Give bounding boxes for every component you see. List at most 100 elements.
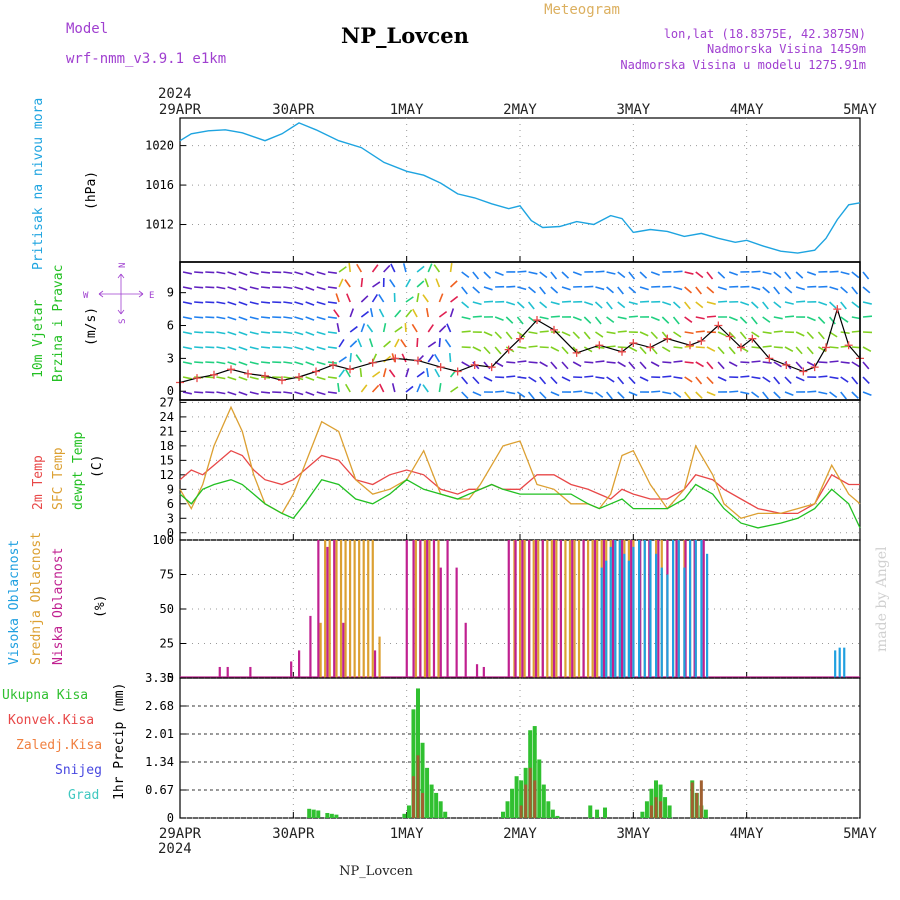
wind-arrow [294,331,304,336]
wind-arrow [450,386,459,393]
high-cloud-bar [683,567,686,678]
wind-arrow [472,376,480,385]
low-cloud-bar [702,540,705,678]
wind-arrow [388,369,396,378]
wind-gust-marker [686,341,694,350]
wind-arrow [402,263,407,273]
wind-arrow [260,391,271,394]
wind-arrow [517,346,527,349]
y-tick-label: 3 [167,351,174,365]
sfc-ylabel: SFC Temp [51,447,66,510]
wind-arrow [561,271,570,279]
conv-precip-bar [695,792,699,818]
wind-arrow [594,301,603,309]
wind-arrow [628,271,636,280]
top-date-label: 3MAY [616,102,650,118]
wind-arrow [327,376,337,380]
wind-arrow [372,281,381,288]
wind-arrow [672,301,681,309]
wind-arrow [260,271,271,274]
wind-arrow [639,376,649,382]
wind-arrow [422,384,429,393]
conv-precip-bar [421,792,425,818]
top-date-label: 2MAY [503,102,537,118]
wind-arrow [405,278,412,288]
conv-precip-bar [528,767,532,818]
wind-arrow [472,391,482,397]
wind-arrow [371,384,380,393]
wind-arrow [740,391,750,395]
high-cloud-bar [600,567,603,678]
wind-arrow [650,271,660,276]
wind-arrow [773,346,783,349]
wind-arrow [472,301,482,306]
wind-arrow [661,346,671,353]
dew-ylabel: dewpt Temp [71,432,86,510]
wind-gust-marker [329,360,337,369]
wind-arrow [182,271,192,275]
station-title: NP_Lovcen [341,23,469,48]
pressure-line [179,122,861,254]
conv-precip-bar [654,797,658,818]
y-tick-label: 24 [160,410,174,424]
conv-precip-bar [699,780,703,818]
wind-arrow [639,346,647,355]
total-precip-bar [649,788,654,818]
wind-arrow [594,391,604,398]
total-precip-bar [307,808,312,818]
wind-arrow [740,301,750,306]
wind-arrow [639,331,649,337]
wind-arrow [305,271,315,276]
low-cloud-bar [455,567,458,678]
wind-arrow [584,375,594,378]
low-cloud-bar [317,540,320,678]
wind-arrow [584,361,594,364]
wind-arrow [194,316,204,319]
wind-arrow [412,308,418,318]
wind-arrow [695,361,704,368]
wind-arrow [595,360,605,363]
high-cloud-bar [623,553,626,678]
wind-arrow [516,391,526,398]
wind-arrow [751,346,761,349]
wind-arrow [617,346,627,349]
wind-arrow [550,271,558,280]
wind-arrow [391,353,396,363]
total-precip-bar [505,801,510,818]
wind-arrow [651,390,661,393]
panel-frame [179,399,861,541]
wind-arrow [639,271,648,279]
wind-arrow [238,346,248,351]
wind-arrow [584,391,594,395]
wind-arrow [227,376,237,381]
wind-arrow [345,383,351,393]
wind-arrow [840,271,850,275]
low-cloud-bar [582,540,585,678]
wind-arrow [517,360,527,363]
wind-arrow [205,376,215,379]
mid-cloud-bar [423,540,426,678]
compass-rose: W E N S [83,263,154,324]
total-precip-bar [334,814,339,818]
top-date-label: 29APR [159,102,202,118]
wind-arrow [505,316,514,324]
low-cloud-bar [541,540,544,678]
wind-arrow [205,361,215,364]
wind-arrow [605,391,613,400]
wind-arrow [394,309,402,318]
wind-arrow [639,361,647,370]
wind-arrow [717,271,726,279]
wind-arrow [205,331,215,334]
wind-arrow [729,390,739,393]
wind-arrow [795,376,805,382]
wind-arrow [606,271,616,275]
mid-cloud-bar [577,540,581,678]
wind-arrow [539,301,548,309]
wind-arrow [661,316,670,324]
wind-arrow [416,280,425,288]
total-precip-bar [703,809,708,818]
wind-arrow [784,346,794,352]
wind-arrow [684,376,693,383]
wind-arrow [305,331,315,336]
wind-arrow [182,331,192,335]
